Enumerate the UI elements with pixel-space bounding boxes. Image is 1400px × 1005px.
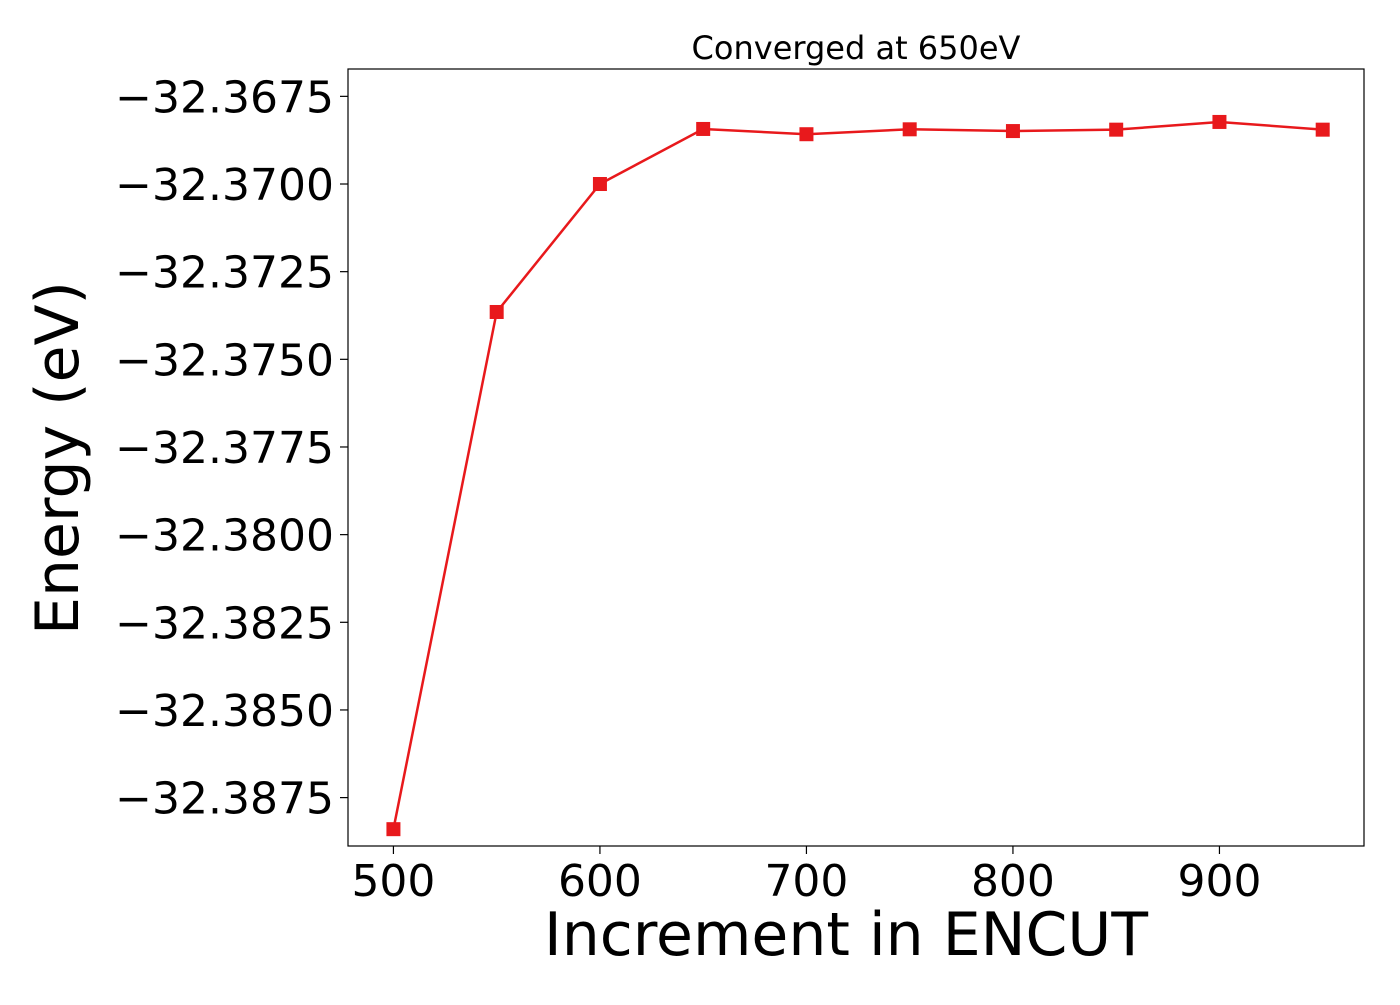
y-tick-label: −32.3675 [115,72,334,123]
chart-title: Converged at 650eV [692,29,1021,67]
data-point-marker [696,121,711,136]
data-point-marker [902,122,917,137]
data-point-marker [386,822,401,837]
plot-frame [347,68,1365,847]
series-line [392,120,1323,830]
data-point-marker [799,127,814,142]
y-tick-label: −32.3800 [115,511,334,562]
data-point-marker [592,177,607,192]
data-point-marker [1109,122,1124,137]
y-tick-label: −32.3725 [115,248,334,299]
y-tick-label: −32.3750 [115,335,334,386]
x-axis-title: Increment in ENCUT [544,900,1148,970]
x-tick-label: 600 [558,856,642,907]
y-tick-label: −32.3875 [115,774,334,825]
y-tick-label: −32.3700 [115,160,334,211]
data-point-marker [1005,124,1020,139]
y-tick-label: −32.3775 [115,423,334,474]
x-tick-label: 700 [764,856,848,907]
data-point-marker [1315,122,1330,137]
plot-area: 500 600 700 800 900 −32.3675 −32.3700 −32.3725 −… [115,68,1365,907]
y-tick-label: −32.3850 [115,686,334,737]
x-tick-label: 900 [1177,856,1261,907]
x-tick-label: 800 [971,856,1055,907]
y-axis-title: Energy (eV) [23,281,93,635]
x-tick-label: 500 [351,856,435,907]
data-point-marker [489,304,504,319]
y-tick-label: −32.3825 [115,598,334,649]
data-point-marker [1212,114,1227,129]
